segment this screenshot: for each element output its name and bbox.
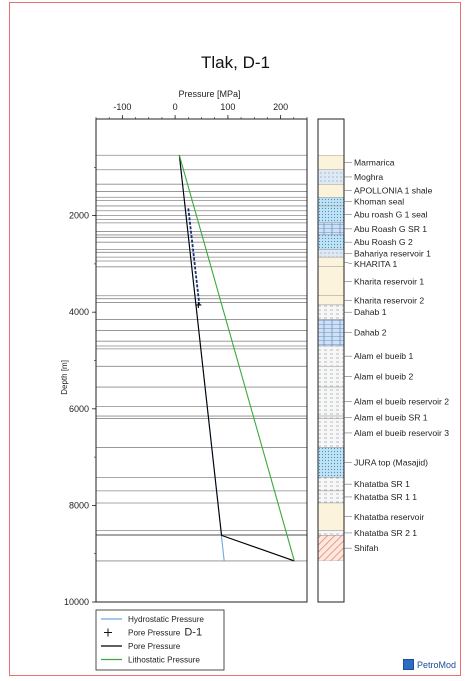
formation-label: JURA top (Masajid) bbox=[354, 457, 428, 467]
y-tick-label: 2000 bbox=[69, 211, 89, 221]
formation-block bbox=[317, 415, 345, 419]
formation-block bbox=[317, 184, 345, 198]
formation-label: Dahab 2 bbox=[354, 328, 387, 338]
y-tick-label: 4000 bbox=[69, 307, 89, 317]
legend-label-suffix: D-1 bbox=[184, 627, 202, 639]
formation-label: Alam el bueib reservoir 2 bbox=[354, 397, 449, 407]
formation-block bbox=[317, 502, 345, 531]
column-base bbox=[318, 560, 344, 602]
formation-label: Khatatba SR 1 1 bbox=[354, 492, 417, 502]
formation-block bbox=[317, 477, 345, 492]
formation-block bbox=[317, 366, 345, 388]
x-tick-label: 200 bbox=[273, 102, 288, 112]
y-tick-label: 6000 bbox=[69, 404, 89, 414]
formation-block bbox=[317, 234, 345, 250]
series-line-pore-pressure bbox=[178, 155, 295, 562]
formation-label: Khatatba reservoir bbox=[354, 512, 424, 522]
formation-block bbox=[317, 535, 345, 562]
legend-label: Pore Pressure bbox=[128, 642, 181, 651]
legend-label: Hydrostatic Pressure bbox=[128, 615, 204, 624]
formation-block bbox=[317, 530, 345, 536]
formation-label: Abu Roash G 2 bbox=[354, 237, 413, 247]
formation-block bbox=[317, 304, 345, 320]
formation-label: Khatatba SR 1 bbox=[354, 479, 410, 489]
y-tick-label: 10000 bbox=[64, 597, 89, 607]
y-tick-label: 8000 bbox=[69, 500, 89, 510]
formation-block bbox=[317, 447, 345, 478]
formation-label: Marmarica bbox=[354, 157, 395, 167]
formation-label: Dahab 1 bbox=[354, 307, 387, 317]
formation-label: Alam el bueib 2 bbox=[354, 372, 413, 382]
legend-label: Pore Pressure D-1 bbox=[128, 627, 202, 639]
formation-block bbox=[317, 205, 345, 224]
formation-label: APOLLONIA 1 shale bbox=[354, 186, 433, 196]
x-axis-label: Pressure [MPa] bbox=[178, 89, 240, 99]
formation-block bbox=[317, 249, 345, 258]
formation-block bbox=[317, 319, 345, 347]
formation-label: KHARITA 1 bbox=[354, 259, 398, 269]
formation-label: Alam el bueib SR 1 bbox=[354, 412, 428, 422]
formation-label: Alam el bueib 1 bbox=[354, 351, 413, 361]
x-tick-label: 0 bbox=[173, 102, 178, 112]
formation-block bbox=[317, 490, 345, 504]
formation-label: Kharita reservoir 1 bbox=[354, 276, 424, 286]
formation-label: Khoman seal bbox=[354, 197, 404, 207]
formation-block bbox=[317, 155, 345, 170]
formation-label: Khatatba SR 2 1 bbox=[354, 528, 417, 538]
petromod-logo-text: PetroMod bbox=[417, 659, 457, 670]
formation-block bbox=[317, 386, 345, 417]
formation-block bbox=[317, 197, 345, 207]
formation-block bbox=[317, 222, 345, 236]
x-tick-label: 100 bbox=[220, 102, 235, 112]
formation-block bbox=[317, 345, 345, 367]
formation-leader bbox=[343, 261, 353, 265]
series-line-pore-pressure-d-1 bbox=[187, 208, 201, 306]
chart-title: Tlak, D-1 bbox=[201, 53, 270, 72]
formation-block bbox=[317, 256, 345, 267]
petromod-logo: PetroMod bbox=[403, 659, 456, 670]
formation-label: Abu roash G 1 seal bbox=[354, 209, 428, 219]
petromod-logo-icon bbox=[403, 659, 414, 670]
formation-label: Abu Roash G SR 1 bbox=[354, 224, 427, 234]
formation-label: Alam el bueib reservoir 3 bbox=[354, 428, 449, 438]
formation-label: Kharita reservoir 2 bbox=[354, 295, 424, 305]
y-axis-label: Depth [m] bbox=[60, 360, 69, 395]
formation-block bbox=[317, 418, 345, 448]
formation-label: Shifah bbox=[354, 543, 379, 553]
figure-frame bbox=[9, 2, 461, 676]
formation-block bbox=[317, 266, 345, 296]
series-line-lithostatic-pressure bbox=[178, 155, 295, 562]
legend-label: Lithostatic Pressure bbox=[128, 656, 200, 665]
column-frame bbox=[317, 118, 345, 603]
formation-block bbox=[317, 295, 345, 306]
formation-label: Moghra bbox=[354, 172, 383, 182]
formation-label: Bahariya reservoir 1 bbox=[354, 248, 431, 258]
formation-block bbox=[317, 169, 345, 185]
x-tick-label: -100 bbox=[113, 102, 131, 112]
